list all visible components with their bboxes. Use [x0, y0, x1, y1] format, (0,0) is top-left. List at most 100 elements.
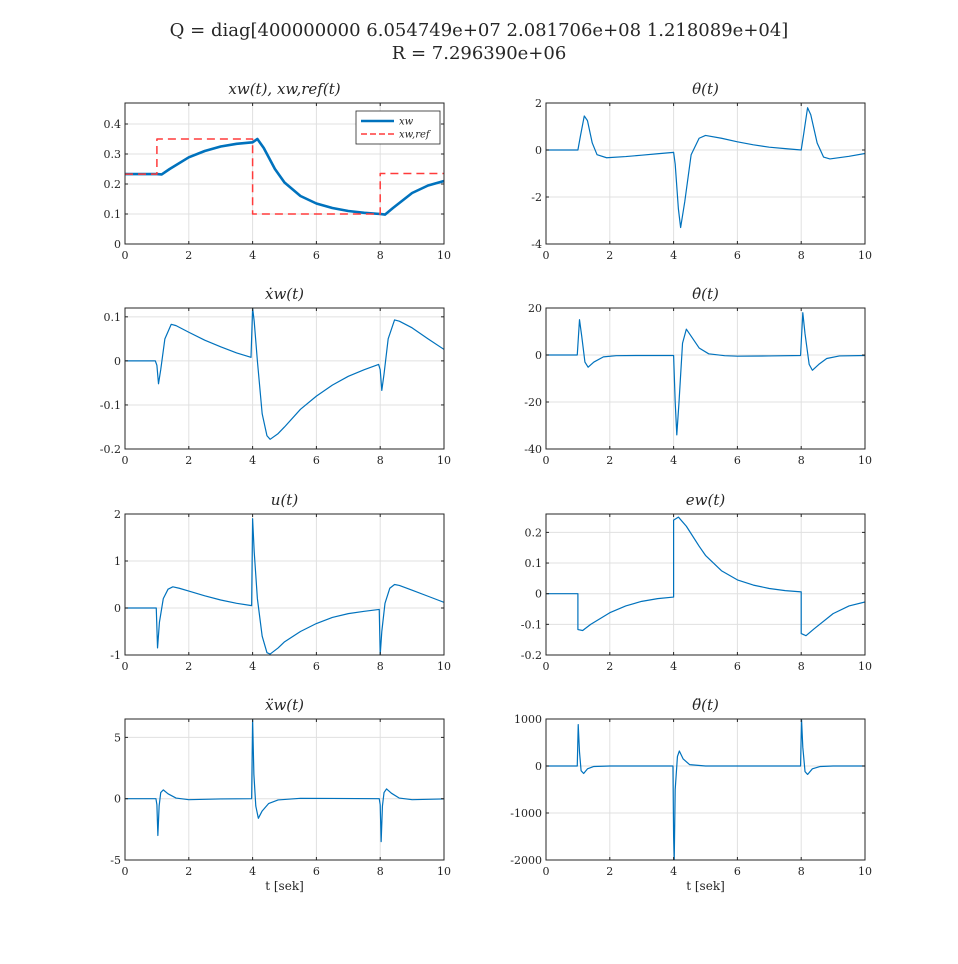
x-tick-label: 8 — [377, 660, 384, 673]
x-tick-label: 2 — [185, 660, 192, 673]
y-tick-label: 0.4 — [104, 118, 122, 131]
x-tick-label: 10 — [858, 249, 872, 262]
axes-frame — [545, 307, 866, 450]
y-tick-label: -40 — [524, 443, 542, 456]
x-tick-label: 6 — [734, 865, 741, 878]
y-tick-label: 0.1 — [104, 208, 122, 221]
x-tick-label: 10 — [858, 865, 872, 878]
x-tick-label: 4 — [249, 865, 256, 878]
x-tick-label: 4 — [670, 454, 677, 467]
x-tick-label: 0 — [122, 865, 129, 878]
y-tick-label: -0.1 — [521, 618, 542, 631]
y-tick-label: -1 — [110, 649, 121, 662]
legend: xw xw,ref — [355, 110, 441, 145]
axes-frame — [545, 718, 866, 861]
x-tick-label: 0 — [543, 249, 550, 262]
subplot-title-theta: θ(t) — [692, 80, 719, 98]
x-tick-label: 6 — [734, 249, 741, 262]
y-tick-label: 0 — [535, 760, 542, 773]
series-line-theta — [546, 107, 865, 229]
x-tick-label: 10 — [858, 660, 872, 673]
y-tick-label: 0 — [535, 144, 542, 157]
x-tick-label: 2 — [606, 454, 613, 467]
legend-entry-label: xw,ref — [399, 130, 432, 141]
subplot-xw: 0 2 4 6 8 1000.10.20.30.4xw(t), xw,ref(t)xwxw… — [104, 80, 452, 262]
x-tick-label: 8 — [377, 249, 384, 262]
series-line-ew — [546, 516, 865, 637]
y-tick-label: -0.1 — [100, 399, 121, 412]
y-tick-label: 0 — [114, 238, 121, 251]
x-tick-label: 2 — [606, 249, 613, 262]
axes-frame — [124, 513, 445, 656]
y-tick-label: -20 — [524, 396, 542, 409]
x-tick-label: 2 — [185, 865, 192, 878]
x-tick-label: 4 — [670, 249, 677, 262]
series-line-xwddot — [125, 719, 444, 843]
x-tick-label: 10 — [437, 454, 451, 467]
x-tick-label: 2 — [185, 454, 192, 467]
series-line-thetadot — [546, 312, 865, 436]
series-line-xwdot — [125, 308, 444, 440]
axes-frame — [124, 718, 445, 861]
y-tick-label: 1000 — [514, 713, 542, 726]
y-tick-label: 0 — [535, 588, 542, 601]
y-tick-label: 2 — [114, 508, 121, 521]
subplot-title-u: u(t) — [271, 491, 299, 509]
x-tick-label: 10 — [858, 454, 872, 467]
y-tick-label: -2000 — [510, 854, 542, 867]
x-tick-label: 4 — [670, 865, 677, 878]
axes-frame — [545, 513, 866, 656]
y-tick-label: 5 — [114, 731, 121, 744]
y-tick-label: 2 — [535, 97, 542, 110]
x-tick-label: 6 — [734, 660, 741, 673]
subplot-thetadot: 0 2 4 6 8 10 -40 -20 0 20 θ̇(t) — [524, 285, 872, 467]
x-tick-label: 8 — [798, 865, 805, 878]
y-tick-label: -2 — [531, 191, 542, 204]
x-tick-label: 10 — [437, 249, 451, 262]
y-tick-label: 0.3 — [104, 148, 122, 161]
x-tick-label: 2 — [606, 865, 613, 878]
y-tick-label: 0 — [535, 349, 542, 362]
subplot-title-thetaddot: θ̈(t) — [692, 696, 719, 714]
subplot-ew: 0 2 4 6 8 10 -0.2 -0.1 0 0.1 0.2 ew(t) — [521, 491, 872, 673]
x-tick-label: 10 — [437, 660, 451, 673]
axes-frame — [124, 307, 445, 450]
x-tick-label: 6 — [313, 865, 320, 878]
x-tick-label: 6 — [313, 660, 320, 673]
x-tick-label: 0 — [122, 660, 129, 673]
figure-title-line-1: Q = diag[400000000 6.054749e+07 2.081706… — [170, 20, 789, 41]
y-tick-label: -1000 — [510, 807, 542, 820]
y-tick-label: 0.1 — [525, 557, 543, 570]
x-tick-label: 6 — [313, 249, 320, 262]
series-line-thetaddot — [546, 719, 865, 860]
subplot-theta: 0 2 4 6 8 10 -4 -2 0 2 θ(t) — [531, 80, 872, 262]
x-tick-label: 0 — [122, 249, 129, 262]
x-tick-label: 10 — [437, 865, 451, 878]
x-tick-label: 6 — [734, 454, 741, 467]
subplot-title-xwddot: ẍw(t) — [265, 696, 304, 714]
x-axis-label: t [sek] — [686, 879, 725, 893]
y-tick-label: -5 — [110, 854, 121, 867]
y-tick-label: 0 — [114, 602, 121, 615]
x-tick-label: 2 — [185, 249, 192, 262]
x-tick-label: 0 — [543, 865, 550, 878]
y-tick-label: -4 — [531, 238, 542, 251]
x-tick-label: 0 — [122, 454, 129, 467]
y-tick-label: -0.2 — [100, 443, 121, 456]
x-tick-label: 4 — [249, 249, 256, 262]
x-tick-label: 8 — [377, 454, 384, 467]
figure-title-line-2: R = 7.296390e+06 — [392, 43, 567, 64]
y-tick-label: 1 — [114, 555, 121, 568]
axes-frame — [545, 102, 866, 245]
x-tick-label: 8 — [377, 865, 384, 878]
x-tick-label: 6 — [313, 454, 320, 467]
subplot-title-ew: ew(t) — [686, 491, 726, 509]
x-tick-label: 4 — [249, 454, 256, 467]
axes-frame — [124, 102, 445, 245]
y-tick-label: 0 — [114, 793, 121, 806]
y-tick-label: 20 — [528, 302, 542, 315]
subplot-title-xwdot: ẋw(t) — [265, 285, 304, 303]
